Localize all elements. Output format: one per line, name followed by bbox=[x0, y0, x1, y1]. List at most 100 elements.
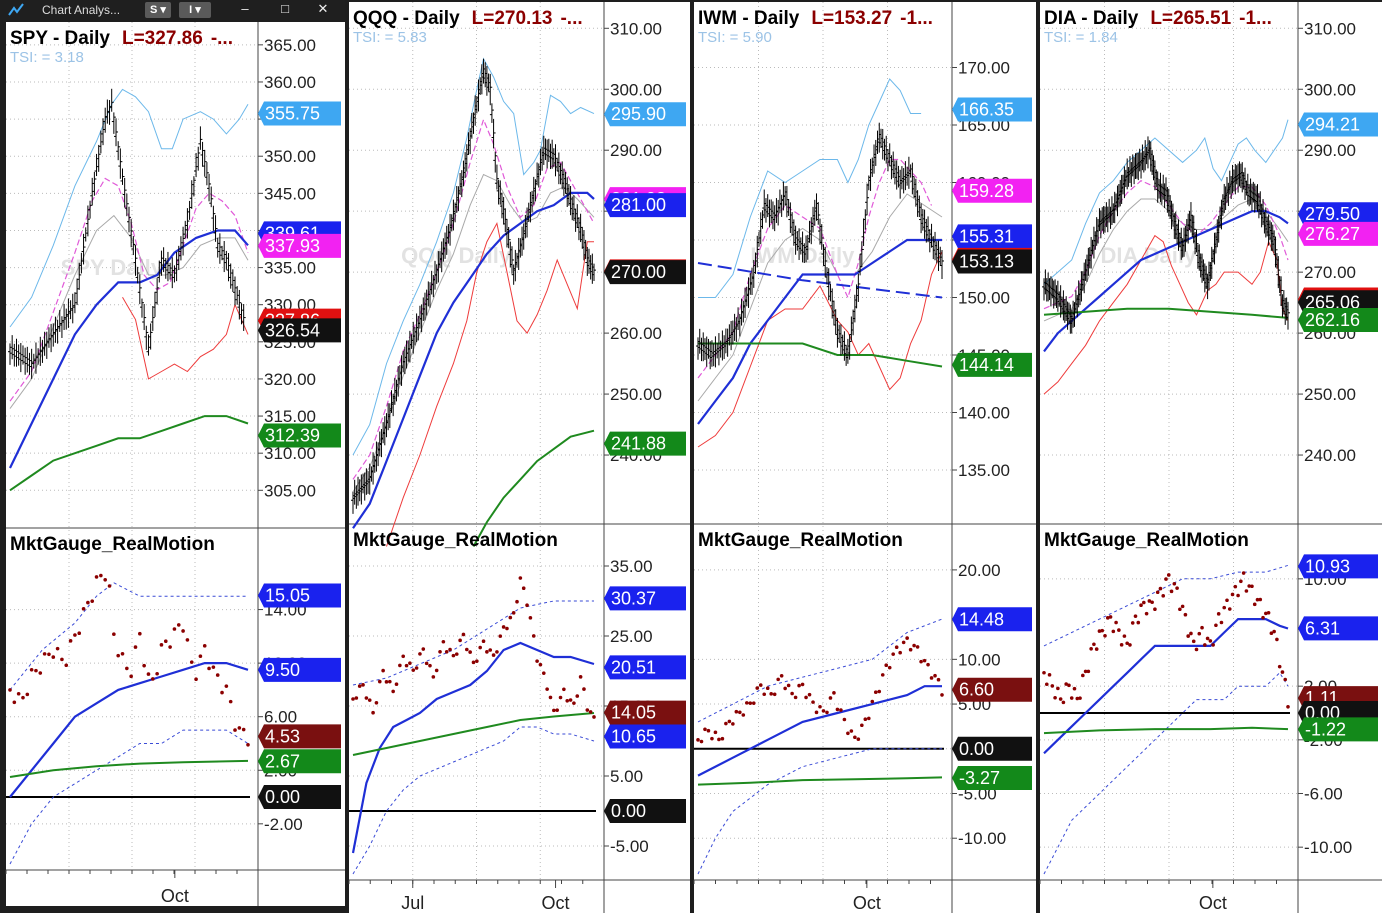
rm-dot bbox=[1264, 611, 1268, 616]
rm-tag-label: 0.00 bbox=[265, 787, 300, 807]
rm-dot bbox=[25, 692, 30, 697]
rm-dot bbox=[793, 695, 798, 700]
lower-band-line-dia bbox=[1043, 234, 1289, 395]
rm-dot bbox=[582, 687, 586, 691]
rm-dot bbox=[428, 663, 432, 668]
price-tag-326-54: 326.54 bbox=[258, 318, 341, 343]
rm-tag-2-67: 2.67 bbox=[258, 749, 341, 774]
rm-dots bbox=[1042, 571, 1290, 709]
rm-dot bbox=[922, 658, 927, 663]
upper-band-line-dia bbox=[1043, 119, 1289, 285]
rm-dot bbox=[172, 627, 177, 631]
rm-dot bbox=[444, 649, 449, 654]
rm-dot bbox=[176, 623, 181, 627]
rm-dot bbox=[741, 713, 746, 717]
price-tag-241-88: 241.88 bbox=[604, 431, 686, 456]
rm-dot bbox=[1069, 696, 1074, 700]
rm-dot bbox=[846, 731, 850, 736]
maximize-button[interactable]: □ bbox=[281, 1, 289, 16]
chart-panel-iwm: IWM Daily170.00165.00160.00155.00150.001… bbox=[693, 2, 1036, 913]
price-tag-262-16: 262.16 bbox=[1298, 307, 1378, 332]
rm-tag-label: -1.22 bbox=[1305, 719, 1346, 739]
rm-dot bbox=[1219, 620, 1224, 625]
rm-dot bbox=[1186, 634, 1190, 638]
price-tag-label: 144.14 bbox=[959, 355, 1014, 375]
rm-dot bbox=[731, 722, 735, 726]
tsi-label: TSI: = 5.83 bbox=[353, 29, 427, 46]
price-tick-label: 150.00 bbox=[958, 289, 1010, 308]
price-tag-312-39: 312.39 bbox=[258, 423, 341, 448]
rm-dot bbox=[877, 689, 882, 694]
rm-dot bbox=[125, 666, 129, 671]
rm-dot bbox=[133, 645, 138, 649]
rm-tag-15-05: 15.05 bbox=[258, 583, 341, 608]
rm-dot bbox=[361, 683, 365, 687]
rm-dot bbox=[198, 654, 203, 659]
rm-dot bbox=[717, 737, 721, 742]
rm-dot bbox=[1100, 628, 1105, 633]
rm-dot bbox=[558, 695, 563, 700]
rm-title: MktGauge_RealMotion bbox=[698, 530, 903, 551]
rm-dot bbox=[811, 700, 815, 704]
price-bars-qqq bbox=[351, 58, 596, 514]
price-tick-label: 250.00 bbox=[1304, 385, 1356, 404]
close-button[interactable]: ✕ bbox=[317, 1, 329, 16]
upper-band-line-iwm bbox=[698, 78, 922, 298]
rm-dot bbox=[1211, 643, 1215, 647]
rm-dot bbox=[424, 661, 429, 666]
rm-dot bbox=[887, 665, 892, 670]
rm-dot bbox=[912, 643, 916, 648]
rm-tick-label: 10.00 bbox=[958, 650, 1001, 669]
rm-dot bbox=[181, 629, 185, 633]
rm-tag-label: 6.31 bbox=[1305, 618, 1340, 638]
rm-dot bbox=[842, 717, 847, 722]
rm-dot bbox=[1158, 586, 1163, 591]
rm-dot bbox=[233, 728, 237, 732]
rm-dot bbox=[163, 639, 168, 644]
rm-dot bbox=[884, 663, 889, 668]
watermark-qqq: QQQ Daily bbox=[401, 243, 512, 268]
rm-dot bbox=[107, 584, 112, 588]
rm-dot bbox=[55, 646, 60, 651]
rm-dot bbox=[856, 737, 861, 742]
rm-dot bbox=[734, 709, 739, 714]
rm-dot bbox=[414, 666, 419, 670]
rm-dot bbox=[588, 710, 593, 714]
rm-dot bbox=[1272, 629, 1276, 634]
i-dropdown-button[interactable]: I ▾ bbox=[179, 2, 211, 18]
rm-dot bbox=[1155, 590, 1160, 595]
rm-dot bbox=[495, 650, 499, 654]
rm-rm-slow-line bbox=[1043, 726, 1289, 735]
rm-dot bbox=[783, 686, 787, 691]
rm-dot bbox=[562, 687, 566, 692]
rm-rm-line-line bbox=[697, 685, 942, 777]
rm-dot bbox=[1119, 643, 1124, 647]
rm-dot bbox=[21, 695, 25, 700]
app-logo-icon bbox=[8, 3, 24, 16]
rm-tag-10-65: 10.65 bbox=[604, 724, 686, 749]
rm-tag-label: 14.48 bbox=[959, 609, 1004, 629]
rm-dot bbox=[471, 660, 476, 665]
rm-dot bbox=[839, 708, 843, 712]
s-dropdown-button[interactable]: S ▾ bbox=[145, 2, 171, 18]
rm-dot bbox=[867, 716, 871, 721]
rm-dot bbox=[853, 735, 857, 740]
rm-tag-0-00: 0.00 bbox=[258, 785, 341, 810]
price-bars-spy bbox=[8, 88, 246, 379]
tsi-label: TSI: = 1.84 bbox=[1044, 29, 1118, 46]
rm-dot bbox=[710, 736, 714, 741]
chart-title-spy: SPY - Daily L=327.86 -... bbox=[10, 28, 233, 49]
rm-dot bbox=[1286, 704, 1290, 709]
rm-dot bbox=[738, 710, 742, 715]
rm-dot bbox=[832, 691, 836, 695]
rm-title: MktGauge_RealMotion bbox=[10, 534, 215, 555]
price-tag-label: 166.35 bbox=[959, 99, 1014, 119]
rm-dot bbox=[418, 652, 422, 656]
rm-dot bbox=[220, 690, 224, 695]
rm-dot bbox=[224, 684, 229, 688]
price-tag-label: 276.27 bbox=[1305, 224, 1360, 244]
x-axis-label: Oct bbox=[1199, 893, 1227, 913]
minimize-button[interactable]: – bbox=[241, 1, 249, 16]
rm-dot bbox=[185, 638, 190, 642]
